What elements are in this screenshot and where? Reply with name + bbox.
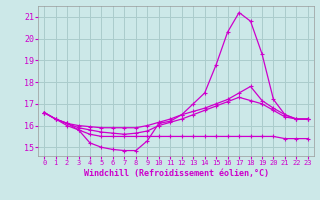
- X-axis label: Windchill (Refroidissement éolien,°C): Windchill (Refroidissement éolien,°C): [84, 169, 268, 178]
